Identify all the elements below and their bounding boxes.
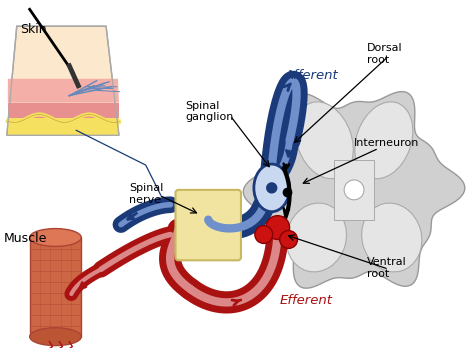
Polygon shape xyxy=(30,238,81,337)
Text: Efferent: Efferent xyxy=(280,294,333,307)
Circle shape xyxy=(267,183,277,193)
Polygon shape xyxy=(8,79,119,103)
Circle shape xyxy=(344,180,364,200)
Polygon shape xyxy=(334,160,374,220)
Ellipse shape xyxy=(362,203,422,272)
Text: Afferent: Afferent xyxy=(284,69,338,82)
Ellipse shape xyxy=(30,328,81,346)
Circle shape xyxy=(255,225,273,244)
Polygon shape xyxy=(8,118,119,135)
Circle shape xyxy=(280,231,298,248)
Ellipse shape xyxy=(355,102,413,179)
Text: Skin: Skin xyxy=(20,23,46,36)
Text: Dorsal
root: Dorsal root xyxy=(367,43,402,65)
Text: Spinal
nerve: Spinal nerve xyxy=(129,183,163,205)
Text: Spinal
ganglion: Spinal ganglion xyxy=(185,101,234,122)
FancyBboxPatch shape xyxy=(175,190,241,260)
Ellipse shape xyxy=(254,164,290,212)
Polygon shape xyxy=(7,26,119,135)
Text: Ventral
root: Ventral root xyxy=(367,257,407,279)
Circle shape xyxy=(266,216,290,239)
Text: Interneuron: Interneuron xyxy=(354,138,419,148)
Ellipse shape xyxy=(286,203,346,272)
Polygon shape xyxy=(243,91,465,288)
Ellipse shape xyxy=(295,102,353,179)
Text: Muscle: Muscle xyxy=(4,231,47,245)
Ellipse shape xyxy=(30,229,81,246)
Polygon shape xyxy=(8,103,119,118)
